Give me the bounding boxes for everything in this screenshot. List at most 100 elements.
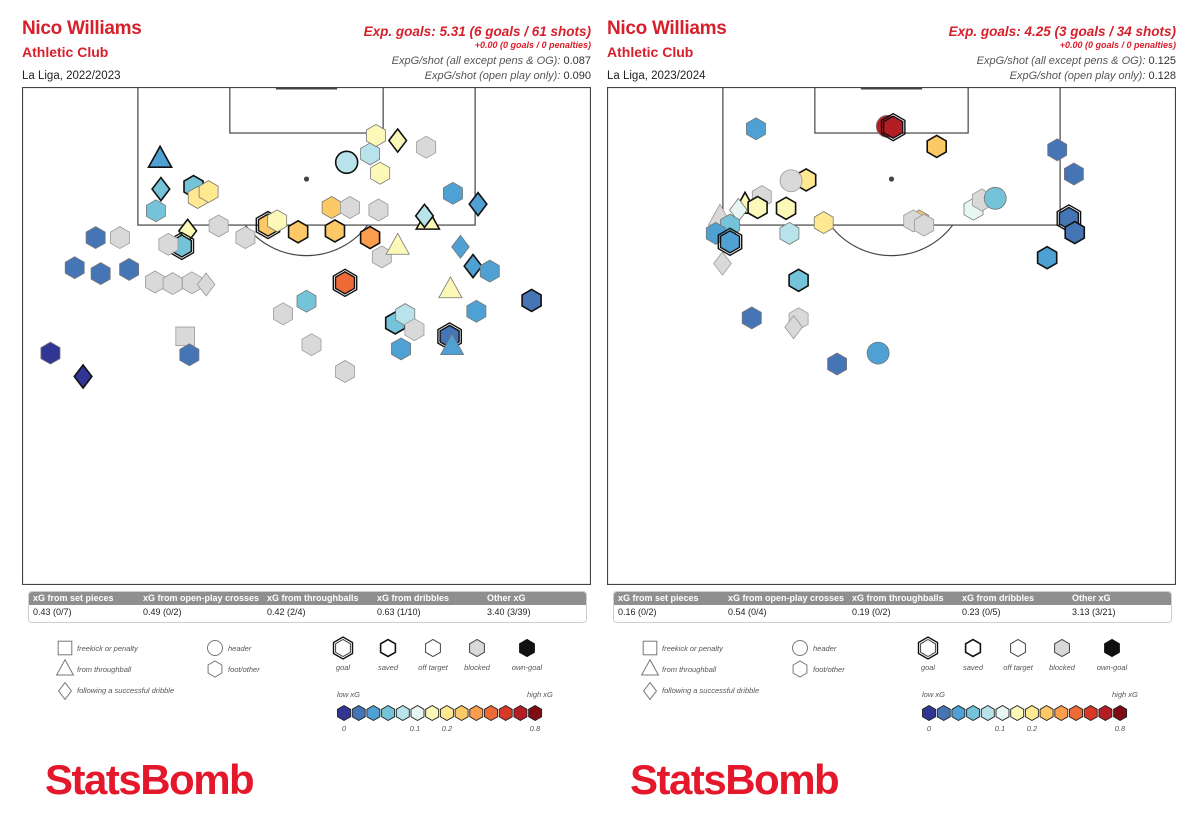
breakdown-header: Other xG <box>487 593 526 603</box>
xg-scale-swatch <box>1024 704 1039 722</box>
shot-marker <box>296 289 317 313</box>
shot-marker <box>371 245 392 269</box>
shot-marker <box>146 199 166 223</box>
penalties-summary: +0.00 (0 goals / 0 penalties) <box>1059 40 1176 50</box>
legend-outcome-label: blocked <box>1049 663 1076 672</box>
shot-marker <box>468 191 488 218</box>
shot-marker <box>866 341 890 365</box>
xg-scale-swatch <box>513 704 528 722</box>
legend-scale-tick: 0 <box>342 724 347 733</box>
legend-header-label: header <box>813 644 837 653</box>
shot-marker <box>110 226 130 250</box>
xg-scale-swatch <box>980 704 995 722</box>
goal-legend-ring <box>332 636 354 660</box>
pitch-chart <box>22 87 591 585</box>
shot-marker <box>359 225 381 250</box>
shot-marker <box>404 318 425 342</box>
legend-freekick-label: freekick or penalty <box>77 644 139 653</box>
breakdown-value: 0.23 (0/5) <box>962 607 1001 617</box>
shot-marker <box>827 352 848 376</box>
shot-marker <box>73 363 93 390</box>
saved-legend-icon <box>379 638 397 658</box>
shot-map-panel-2022-23: Nico Williams Athletic Club La Liga, 202… <box>15 0 600 820</box>
legend-outcome-label: saved <box>378 663 399 672</box>
xg-scale-swatch <box>1039 704 1054 722</box>
xg-scale-swatch <box>337 704 351 722</box>
xg-scale-swatch <box>1054 704 1069 722</box>
freekick-legend-icon <box>57 640 73 656</box>
competition-season: La Liga, 2023/2024 <box>607 70 706 82</box>
shot-marker <box>360 142 381 166</box>
blocked-legend-icon <box>469 638 485 658</box>
shot-map-panel-2023-24: Nico Williams Athletic Club La Liga, 202… <box>600 0 1185 820</box>
shot-marker <box>151 176 171 202</box>
breakdown-header: xG from set pieces <box>618 593 699 603</box>
shot-marker <box>119 257 139 281</box>
breakdown-value: 0.43 (0/7) <box>33 607 72 617</box>
freekick-legend-icon <box>642 640 658 656</box>
breakdown-header: xG from open-play crosses <box>728 593 845 603</box>
breakdown-header: Other xG <box>1072 593 1111 603</box>
shot-goal-ring <box>880 112 906 142</box>
xg-scale-swatch <box>995 704 1010 722</box>
legend-outcome-label: saved <box>963 663 984 672</box>
shot-marker <box>813 211 834 235</box>
xg-scale-swatch <box>1010 704 1025 722</box>
shot-marker <box>983 186 1007 210</box>
xg-scale-swatch <box>1113 704 1128 722</box>
shot-marker <box>1063 162 1084 186</box>
breakdown-value: 0.19 (0/2) <box>852 607 891 617</box>
shot-marker <box>368 198 389 222</box>
xg-breakdown-table: xG from set pieces xG from open-play cro… <box>28 591 587 623</box>
shot-marker <box>370 161 391 185</box>
shot-marker <box>779 169 803 193</box>
penalty-arc <box>829 224 954 257</box>
xg-per-shot: ExpG/shot (all except pens & OG): 0.125 <box>976 55 1176 67</box>
xg-scale-swatch <box>966 704 981 722</box>
breakdown-header: xG from throughballs <box>267 593 359 603</box>
team-name: Athletic Club <box>22 44 109 60</box>
legend-scale-tick: 0 <box>927 724 932 733</box>
shot-marker <box>745 117 766 141</box>
foot-legend-icon <box>792 660 808 678</box>
shot-marker <box>90 262 111 286</box>
legend-scale-tick: 0.1 <box>410 724 420 733</box>
xg-scale-swatch <box>1098 704 1113 722</box>
legend-throughball-label: from throughball <box>77 665 132 674</box>
xg-scale-swatch <box>454 704 469 722</box>
pitch-outline <box>22 87 591 585</box>
xg-scale-swatch <box>498 704 513 722</box>
dribble-legend-icon <box>57 681 73 701</box>
xg-scale-swatch <box>425 704 440 722</box>
shot-marker <box>479 259 500 283</box>
shot-marker <box>775 196 797 221</box>
legend-dribble-label: following a successful dribble <box>662 686 759 695</box>
shot-marker <box>147 144 173 169</box>
xg-scale-swatch <box>395 704 410 722</box>
shot-marker <box>273 302 294 326</box>
throughball-legend-icon <box>640 658 660 676</box>
shot-marker <box>64 256 85 280</box>
shot-marker <box>713 251 732 276</box>
competition-season: La Liga, 2022/2023 <box>22 70 121 82</box>
legend-outcome-label: goal <box>336 663 351 672</box>
shot-marker <box>1036 245 1058 270</box>
expected-goals-summary: Exp. goals: 4.25 (3 goals / 34 shots) <box>948 24 1176 39</box>
shot-marker <box>162 272 183 296</box>
shot-marker <box>198 180 219 204</box>
breakdown-header: xG from throughballs <box>852 593 944 603</box>
shot-marker <box>179 343 200 367</box>
shot-marker <box>158 232 179 256</box>
expected-goals-summary: Exp. goals: 5.31 (6 goals / 61 shots) <box>363 24 591 39</box>
header-legend-icon <box>207 640 223 656</box>
header-legend-icon <box>792 640 808 656</box>
shot-marker <box>1064 220 1086 245</box>
shot-marker <box>741 306 762 330</box>
legend-outcome-label: off target <box>418 663 449 672</box>
breakdown-header: xG from open-play crosses <box>143 593 260 603</box>
saved-legend-icon <box>964 638 982 658</box>
xg-scale-swatch <box>484 704 498 722</box>
shot-marker <box>784 314 803 340</box>
legend-outcome-label: blocked <box>464 663 491 672</box>
xg-scale-swatch <box>381 704 396 722</box>
